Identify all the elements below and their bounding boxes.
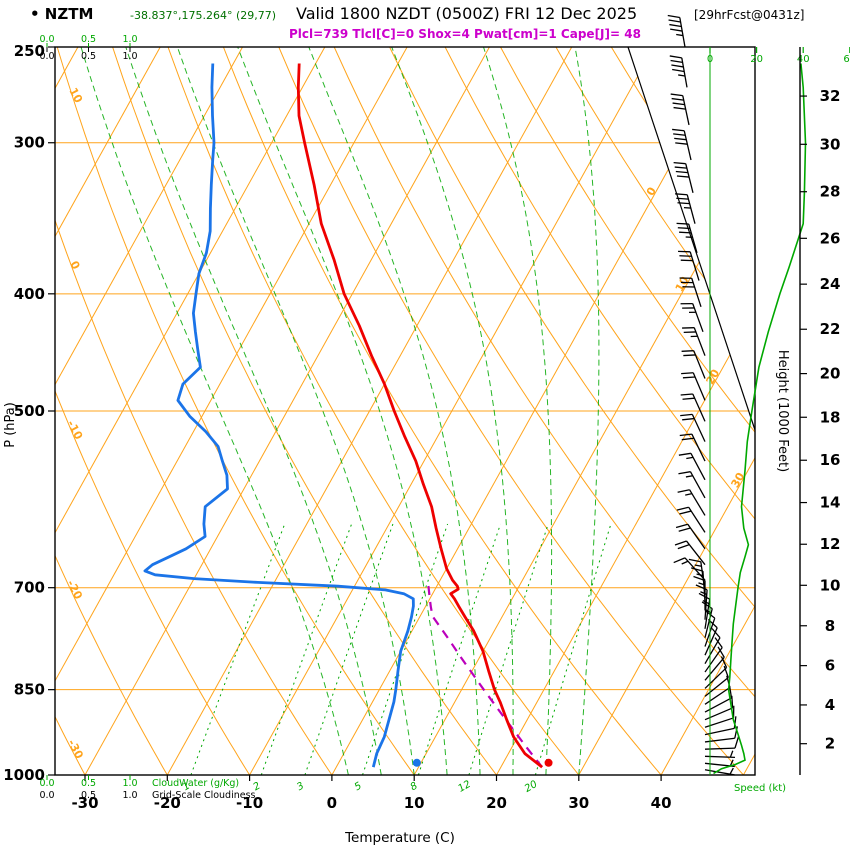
svg-text:40: 40 — [797, 54, 810, 65]
svg-text:0.5: 0.5 — [81, 790, 96, 801]
temperature-trace — [296, 63, 543, 769]
svg-text:250: 250 — [14, 42, 45, 60]
station-name: • NZTM — [30, 5, 94, 23]
svg-text:0: 0 — [327, 794, 337, 812]
svg-text:12: 12 — [820, 535, 841, 553]
svg-text:0.5: 0.5 — [81, 778, 96, 789]
svg-text:20: 20 — [750, 54, 763, 65]
pressure-axis-title: P (hPa) — [3, 402, 18, 448]
cloudwater-label: CloudWater (g/Kg) — [152, 778, 239, 789]
svg-text:18: 18 — [820, 408, 841, 426]
svg-text:6: 6 — [825, 657, 835, 675]
svg-text:8: 8 — [409, 780, 420, 793]
header: • NZTM -38.837°,175.264° (29,77) Valid 1… — [0, 0, 850, 46]
svg-text:20: 20 — [523, 779, 540, 795]
svg-text:10: 10 — [66, 86, 85, 106]
svg-text:12: 12 — [456, 779, 473, 795]
svg-text:26: 26 — [820, 229, 841, 247]
speed-axis-label: Speed (kt) — [734, 783, 786, 794]
valid-time: Valid 1800 NZDT (0500Z) FRI 12 Dec 2025 — [296, 4, 638, 23]
svg-text:1.0: 1.0 — [122, 790, 137, 801]
pressure-axis: 250 300 400 500 700 850 1000 P (hPa) — [3, 42, 55, 784]
svg-text:0.5: 0.5 — [81, 51, 96, 62]
svg-text:30: 30 — [820, 135, 841, 153]
svg-text:10: 10 — [673, 274, 692, 294]
svg-text:30: 30 — [568, 794, 589, 812]
svg-text:60: 60 — [843, 54, 850, 65]
svg-text:3: 3 — [295, 780, 306, 793]
svg-text:0: 0 — [644, 185, 659, 198]
svg-text:22: 22 — [820, 320, 841, 338]
svg-text:20: 20 — [820, 365, 841, 383]
wind-barbs — [667, 14, 740, 776]
temperature-axis: -30 -20 -10 0 10 20 30 40 Temperature (C) — [71, 775, 672, 846]
svg-text:-10: -10 — [64, 418, 85, 442]
cloud-scales: 0.00.00.00.00.50.50.50.51.01.01.01.0Clou… — [39, 34, 255, 801]
svg-text:2: 2 — [825, 735, 835, 753]
svg-text:1.0: 1.0 — [122, 34, 137, 45]
svg-text:1000: 1000 — [3, 766, 45, 784]
svg-text:24: 24 — [820, 275, 841, 293]
forecast-ref: [29hrFcst@0431z] — [694, 8, 805, 22]
station-coords: -38.837°,175.264° (29,77) — [130, 9, 277, 22]
svg-text:32: 32 — [820, 87, 841, 105]
svg-text:10: 10 — [404, 794, 425, 812]
svg-text:300: 300 — [14, 134, 45, 152]
svg-text:20: 20 — [486, 794, 507, 812]
background-grid — [55, 47, 755, 775]
wind-speed-curve — [713, 63, 807, 775]
speed-profile-layer: 0 20 40 60 Speed (kt) — [707, 47, 850, 794]
svg-text:0.0: 0.0 — [39, 51, 54, 62]
height-axis-title: Height (1000 Feet) — [775, 350, 790, 472]
svg-text:-10: -10 — [236, 794, 263, 812]
svg-text:4: 4 — [825, 696, 835, 714]
svg-text:400: 400 — [14, 285, 45, 303]
svg-text:5: 5 — [353, 780, 364, 793]
svg-text:0.0: 0.0 — [39, 34, 54, 45]
temperature-axis-title: Temperature (C) — [344, 830, 455, 846]
svg-text:28: 28 — [820, 183, 841, 201]
svg-text:40: 40 — [651, 794, 672, 812]
surface-dewpoint-dot — [412, 758, 421, 767]
svg-text:2: 2 — [252, 780, 263, 793]
parcel-parameters: Plcl=739 Tlcl[C]=0 Shox=4 Pwat[cm]=1 Cap… — [289, 27, 641, 41]
svg-text:700: 700 — [14, 579, 45, 597]
svg-text:16: 16 — [820, 451, 841, 469]
svg-text:14: 14 — [820, 494, 841, 512]
cloudiness-label: Grid-Scale Cloudiness — [152, 790, 256, 801]
svg-text:0.0: 0.0 — [39, 790, 54, 801]
svg-text:0.0: 0.0 — [39, 778, 54, 789]
sounding-traces — [143, 63, 553, 769]
svg-text:1: 1 — [181, 780, 192, 793]
parcel-trace — [427, 583, 543, 768]
svg-text:850: 850 — [14, 681, 45, 699]
svg-text:1.0: 1.0 — [122, 51, 137, 62]
surface-temperature-dot — [544, 758, 553, 767]
svg-text:1.0: 1.0 — [122, 778, 137, 789]
svg-text:10: 10 — [820, 576, 841, 594]
svg-text:8: 8 — [825, 617, 835, 635]
svg-text:500: 500 — [14, 402, 45, 420]
svg-text:0: 0 — [707, 54, 713, 65]
svg-text:-30: -30 — [71, 794, 98, 812]
svg-text:-30: -30 — [65, 737, 86, 761]
svg-text:0.5: 0.5 — [81, 34, 96, 45]
svg-text:-20: -20 — [64, 578, 85, 602]
svg-text:-20: -20 — [154, 794, 181, 812]
dewpoint-trace — [143, 63, 415, 768]
